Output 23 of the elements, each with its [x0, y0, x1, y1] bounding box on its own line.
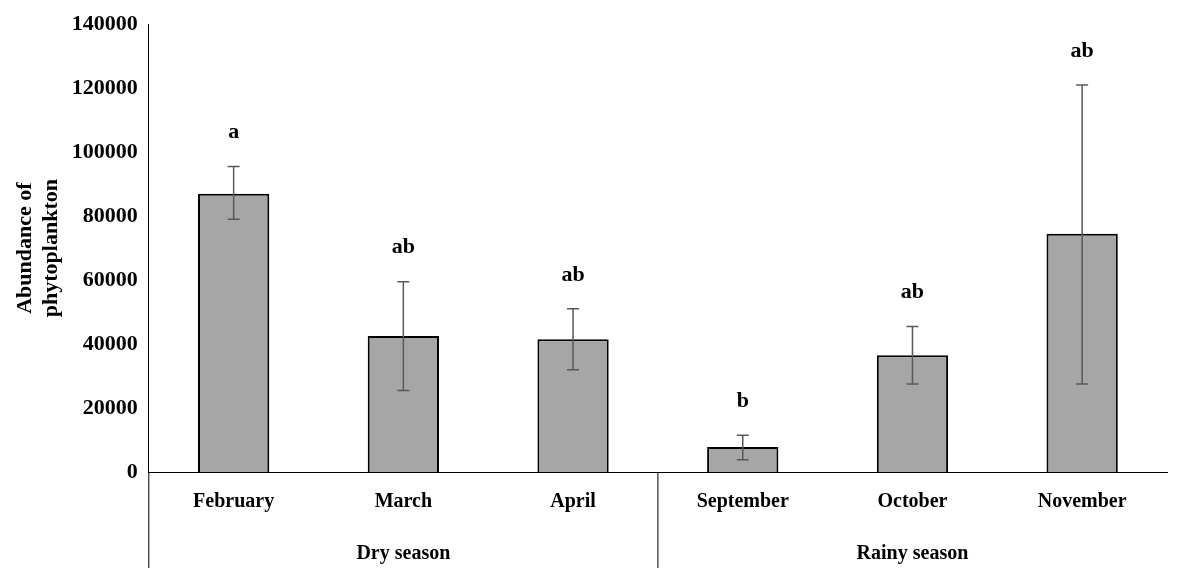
x-tick-label: March	[374, 489, 433, 512]
y-tick-label: 100000	[71, 137, 138, 163]
y-tick-label: 20000	[82, 393, 138, 419]
y-tick-label: 80000	[82, 201, 138, 227]
y-axis-title: Abundance of phytoplankton	[10, 179, 63, 318]
text: Dry season	[356, 541, 451, 565]
y-tick-label: 140000	[71, 9, 138, 35]
annotation: ab	[900, 278, 925, 304]
y-tick-label: 120000	[71, 73, 138, 99]
x-tick-label: October	[877, 489, 948, 512]
y-tick-label: 40000	[82, 329, 138, 355]
x-tick-label: September	[696, 489, 789, 513]
annotation: b	[736, 386, 749, 412]
y-tick-label: 60000	[82, 265, 138, 291]
x-tick-label: April	[550, 489, 597, 513]
annotation: ab	[561, 260, 585, 286]
text: Rainy season	[856, 541, 969, 565]
annotation: ab	[1070, 36, 1094, 62]
annotation: ab	[391, 233, 415, 259]
y-tick-label: 0	[126, 457, 138, 483]
annotation: a	[228, 118, 240, 144]
x-tick-label: November	[1037, 489, 1127, 512]
x-tick-label: February	[193, 489, 275, 513]
